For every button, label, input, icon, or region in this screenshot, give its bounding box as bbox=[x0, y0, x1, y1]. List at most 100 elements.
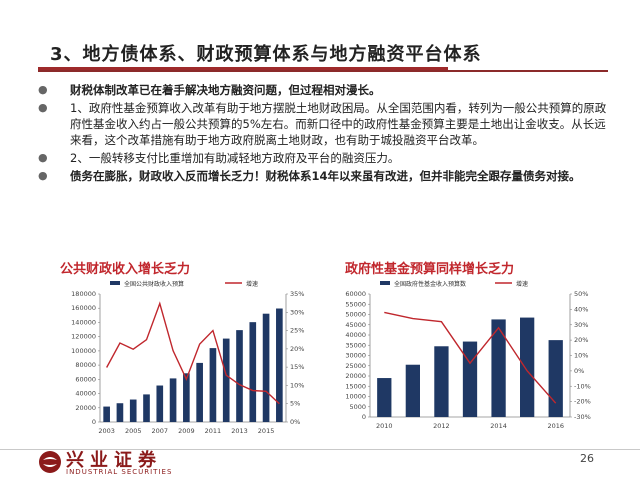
y-tick-label-left: 80000 bbox=[75, 361, 96, 369]
chart-bar bbox=[236, 330, 243, 422]
y-tick-label-left: 20000 bbox=[75, 404, 96, 412]
legend-bar-swatch bbox=[380, 281, 390, 285]
x-tick-label: 2009 bbox=[178, 427, 195, 435]
chart-bar bbox=[276, 308, 283, 422]
chart-bar bbox=[169, 378, 177, 422]
y-tick-label-right: -20% bbox=[574, 398, 591, 406]
chart-bar bbox=[156, 385, 164, 422]
chart-bar bbox=[143, 394, 150, 422]
y-tick-label-left: 0 bbox=[362, 413, 366, 421]
chart-bar bbox=[249, 322, 257, 422]
y-tick-label-right: 10% bbox=[574, 352, 588, 360]
x-tick-label: 2014 bbox=[490, 422, 507, 430]
x-tick-label: 2013 bbox=[231, 427, 248, 435]
logo-text-en: INDUSTRIAL SECURITIES bbox=[66, 468, 173, 476]
footer-divider bbox=[0, 449, 640, 450]
bullet-dot-icon: ● bbox=[38, 101, 48, 114]
y-tick-label-left: 10000 bbox=[345, 393, 366, 401]
x-tick-label: 2010 bbox=[376, 422, 393, 430]
chart-bar bbox=[209, 348, 217, 422]
chart-bar bbox=[262, 313, 270, 422]
y-tick-label-left: 60000 bbox=[345, 290, 366, 298]
y-tick-label-right: 20% bbox=[290, 345, 304, 353]
x-tick-label: 2015 bbox=[258, 427, 275, 435]
bullet-item: ● 2、一般转移支付比重增加有助减轻地方政府及平台的融资压力。 bbox=[30, 150, 610, 166]
y-tick-label-left: 30000 bbox=[345, 352, 366, 360]
legend-bar-label: 全国公共财政收入预算 bbox=[124, 280, 184, 288]
chart-bar bbox=[434, 346, 449, 417]
y-tick-label-right: 50% bbox=[574, 290, 588, 298]
chart-bar bbox=[405, 364, 420, 417]
bullet-list: ● 财税体制改革已在着手解决地方融资问题，但过程相对漫长。 ● 1、政府性基金预… bbox=[30, 82, 610, 186]
title-accent-bar bbox=[38, 67, 448, 72]
bullet-text: 1、政府性基金预算收入改革有助于地方摆脱土地财政困局。从全国范围内看，转列为一般… bbox=[70, 101, 607, 147]
y-tick-label-right: 5% bbox=[290, 400, 300, 408]
y-tick-label-right: 40% bbox=[574, 305, 588, 313]
company-logo: 兴业证券 INDUSTRIAL SECURITIES bbox=[38, 448, 188, 478]
title-divider bbox=[38, 70, 608, 72]
bullet-text: 财税体制改革已在着手解决地方融资问题，但过程相对漫长。 bbox=[70, 83, 381, 97]
y-tick-label-right: 15% bbox=[290, 363, 304, 371]
chart-fiscal-revenue: 全国公共财政收入预算 增速 0 20000 40000 60000 80000 100000 1… bbox=[71, 280, 304, 435]
chart-bar bbox=[116, 403, 124, 422]
y-tick-label-left: 60000 bbox=[75, 375, 96, 383]
chart-bar bbox=[548, 340, 563, 417]
series-line-growth bbox=[106, 301, 280, 405]
chart-bar bbox=[196, 362, 203, 422]
y-tick-label-right: -30% bbox=[574, 413, 591, 421]
page-number: 26 bbox=[580, 452, 594, 465]
y-tick-label-left: 40000 bbox=[345, 331, 366, 339]
y-tick-label-left: 160000 bbox=[71, 304, 96, 312]
chart-bar bbox=[222, 338, 230, 422]
y-tick-label-left: 140000 bbox=[71, 318, 96, 326]
y-tick-label-left: 100000 bbox=[71, 347, 96, 355]
chart-fund-budget: 全国政府性基金收入预算数 增速 0 5000 10000 15000 20000 25000 3… bbox=[345, 280, 591, 430]
y-tick-label-right: 25% bbox=[290, 327, 304, 335]
y-tick-label-right: -10% bbox=[574, 382, 591, 390]
bullet-dot-icon: ● bbox=[38, 83, 48, 96]
legend-bar-swatch bbox=[110, 281, 120, 285]
y-tick-label-left: 45000 bbox=[345, 321, 366, 329]
chart-bar bbox=[462, 341, 478, 417]
y-tick-label-right: 10% bbox=[290, 381, 304, 389]
legend-bar-label: 全国政府性基金收入预算数 bbox=[394, 280, 466, 288]
chart-title-fiscal-revenue: 公共财政收入增长乏力 bbox=[60, 262, 191, 277]
bullet-item: ● 财税体制改革已在着手解决地方融资问题，但过程相对漫长。 bbox=[30, 82, 610, 98]
y-tick-label-left: 50000 bbox=[345, 311, 366, 319]
bullet-item: ● 债务在膨胀，财政收入反而增长乏力！财税体系14年以来虽有改进，但并非能完全跟… bbox=[30, 168, 610, 184]
bullet-item: ● 1、政府性基金预算收入改革有助于地方摆脱土地财政困局。从全国范围内看，转列为… bbox=[30, 100, 610, 148]
y-tick-label-left: 0 bbox=[92, 418, 96, 426]
page-title: 3、地方债体系、财政预算体系与地方融资平台体系 bbox=[50, 44, 482, 65]
y-tick-label-left: 40000 bbox=[75, 390, 96, 398]
y-tick-label-left: 35000 bbox=[345, 341, 366, 349]
legend-line-label: 增速 bbox=[516, 280, 528, 288]
y-tick-label-left: 20000 bbox=[345, 372, 366, 380]
y-tick-label-left: 15000 bbox=[345, 382, 366, 390]
x-tick-label: 2012 bbox=[433, 422, 450, 430]
chart-bar bbox=[377, 378, 392, 417]
y-tick-label-left: 25000 bbox=[345, 362, 366, 370]
x-tick-label: 2016 bbox=[547, 422, 564, 430]
y-tick-label-left: 55000 bbox=[345, 300, 366, 308]
y-tick-label-right: 35% bbox=[290, 290, 304, 298]
bullet-text: 2、一般转移支付比重增加有助减轻地方政府及平台的融资压力。 bbox=[70, 151, 400, 165]
logo-text-cn: 兴业证券 bbox=[66, 450, 162, 471]
y-tick-label-right: 30% bbox=[290, 308, 304, 316]
chart-bar bbox=[520, 317, 535, 417]
y-tick-label-right: 0% bbox=[574, 367, 584, 375]
series-line-growth bbox=[384, 311, 557, 404]
legend-line-label: 增速 bbox=[246, 280, 258, 288]
x-tick-label: 2007 bbox=[152, 427, 169, 435]
chart-bar bbox=[183, 373, 190, 422]
y-tick-label-left: 5000 bbox=[349, 403, 366, 411]
chart-bar bbox=[103, 406, 110, 422]
bullet-text: 债务在膨胀，财政收入反而增长乏力！财税体系14年以来虽有改进，但并非能完全跟存量… bbox=[70, 169, 581, 183]
y-tick-label-right: 30% bbox=[574, 321, 588, 329]
x-tick-label: 2005 bbox=[125, 427, 142, 435]
y-tick-label-right: 0% bbox=[290, 418, 300, 426]
x-tick-label: 2003 bbox=[98, 427, 115, 435]
chart-bar bbox=[491, 319, 506, 417]
chart-title-fund-budget: 政府性基金预算同样增长乏力 bbox=[345, 262, 515, 277]
bullet-dot-icon: ● bbox=[38, 151, 48, 164]
chart-bar bbox=[129, 399, 137, 422]
